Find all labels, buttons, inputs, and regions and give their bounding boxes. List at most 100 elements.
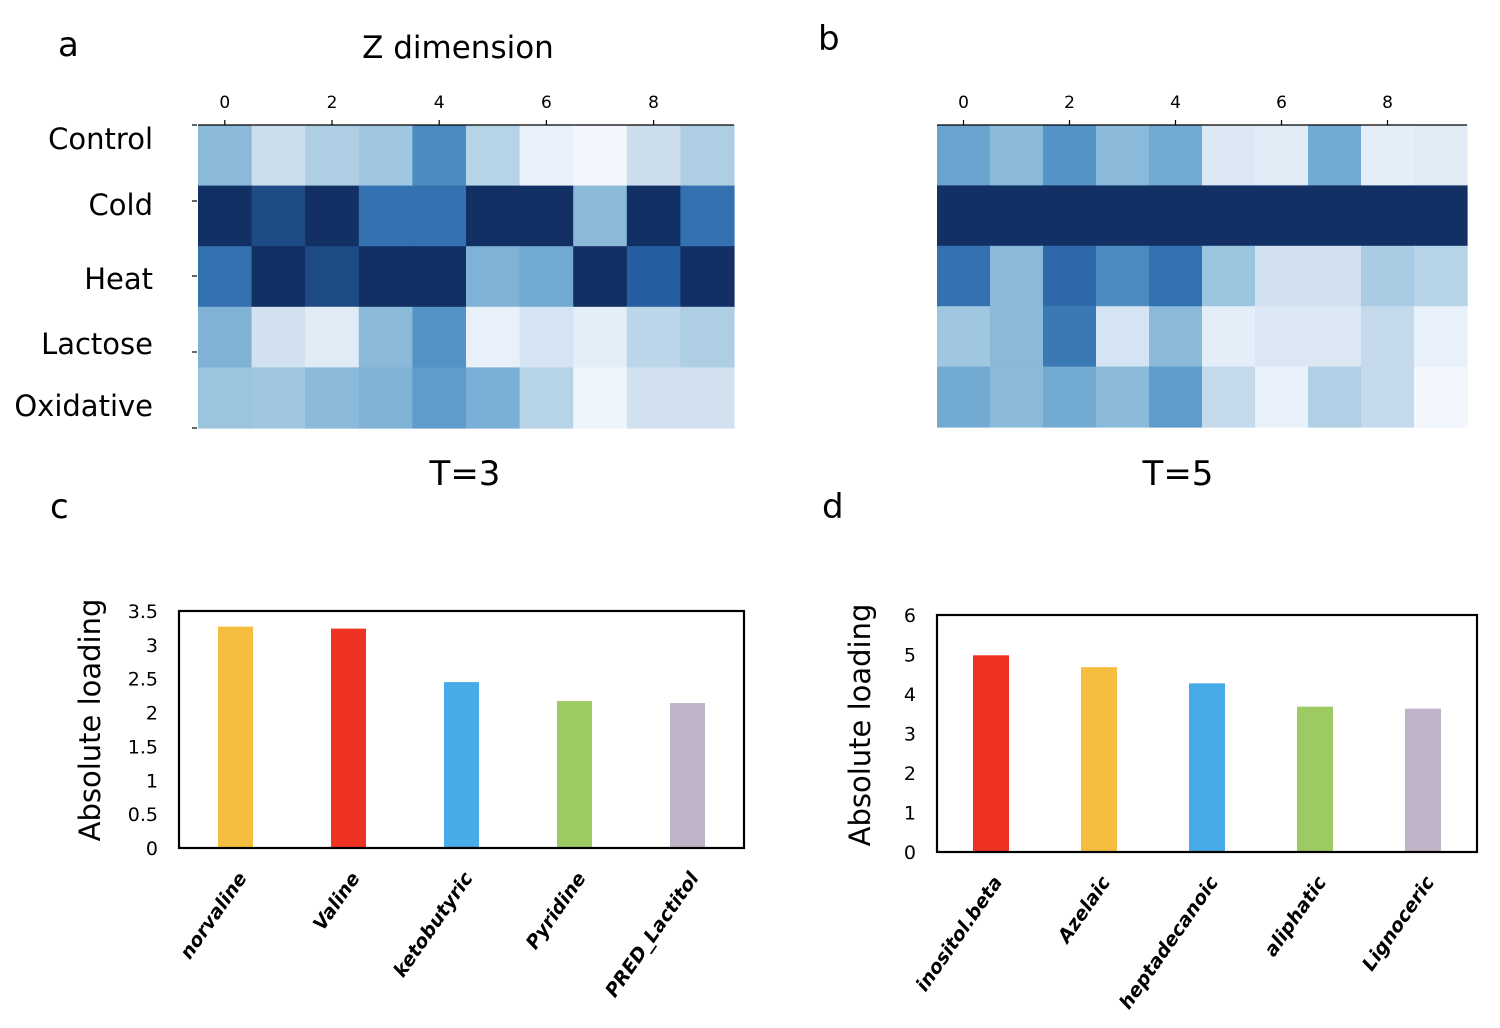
- heatmap-cell: [466, 246, 521, 308]
- heatmap-cell: [251, 367, 306, 429]
- bar: [1297, 706, 1333, 852]
- heatmap-cell: [305, 306, 360, 368]
- y-tick-label: 0.5: [128, 804, 158, 826]
- heatmap-b: 0 2 4 6 8 T=5: [937, 93, 1468, 494]
- heatmap-cell: [1308, 306, 1362, 368]
- row-label: Oxidative: [14, 389, 153, 423]
- bar: [331, 628, 366, 848]
- heatmap-cell: [990, 306, 1044, 368]
- heatmap-b-subtitle: T=5: [1142, 454, 1214, 494]
- heatmap-cell: [466, 185, 521, 247]
- heatmap-a-row-labels: Control Cold Heat Lactose Oxidative: [14, 122, 197, 429]
- bar-chart-c-ylabel: Absolute loading: [73, 599, 107, 842]
- heatmap-cell: [1149, 245, 1203, 307]
- y-tick-label: 2.5: [128, 669, 158, 691]
- y-tick-label: 2: [146, 703, 158, 725]
- heatmap-cell: [1202, 125, 1256, 186]
- heatmap-cell: [1308, 125, 1362, 186]
- category-label: norvaline: [176, 868, 252, 963]
- heatmap-cell: [466, 125, 521, 187]
- y-tick-label: 0: [904, 842, 916, 864]
- y-tick-label: 5: [904, 645, 916, 667]
- heatmap-cell: [358, 246, 413, 308]
- heatmap-cell: [937, 245, 991, 307]
- heatmap-a-cells: [198, 125, 735, 429]
- heatmap-b-x-ticks: 0 2 4 6 8: [937, 93, 1467, 126]
- category-label: PRED_Lactitol: [601, 868, 704, 1002]
- heatmap-cell: [937, 185, 991, 247]
- heatmap-cell: [1414, 306, 1468, 368]
- heatmap-cell: [519, 306, 574, 368]
- heatmap-cell: [1043, 125, 1097, 186]
- heatmap-cell: [1149, 366, 1203, 428]
- heatmap-cell: [519, 367, 574, 429]
- heatmap-cell: [626, 306, 681, 368]
- heatmap-cell: [1255, 245, 1309, 307]
- heatmap-cell: [1361, 245, 1415, 307]
- heatmap-cell: [573, 125, 628, 187]
- heatmap-cell: [251, 185, 306, 247]
- y-tick-label: 1: [146, 770, 158, 792]
- heatmap-cell: [1414, 125, 1468, 186]
- bar-chart-d-y-ticks: 0 1 2 3 4 5 6: [904, 605, 916, 864]
- heatmap-cell: [1361, 185, 1415, 247]
- row-label: Heat: [84, 262, 153, 296]
- heatmap-cell: [1414, 185, 1468, 247]
- heatmap-cell: [358, 306, 413, 368]
- heatmap-cell: [937, 306, 991, 368]
- heatmap-cell: [198, 367, 253, 429]
- heatmap-cell: [1414, 245, 1468, 307]
- heatmap-cell: [198, 185, 253, 247]
- heatmap-a-x-ticks: 0 2 4 6 8: [198, 93, 734, 126]
- category-label: heptadecanoic: [1115, 872, 1223, 1014]
- x-tick-label: 6: [1276, 93, 1287, 113]
- heatmap-b-cells: [937, 125, 1468, 428]
- y-tick-label: 0: [146, 838, 158, 860]
- heatmap-cell: [680, 306, 735, 368]
- heatmap-cell: [626, 125, 681, 187]
- heatmap-cell: [1043, 185, 1097, 247]
- panel-label-b: b: [818, 19, 840, 59]
- row-label: Cold: [89, 188, 153, 222]
- heatmap-cell: [305, 367, 360, 429]
- bar: [1189, 683, 1225, 852]
- heatmap-cell: [1096, 306, 1150, 368]
- bar-chart-d-categories: inositol.beta Azelaic heptadecanoic aliphat…: [912, 872, 1440, 1014]
- heatmap-cell: [412, 306, 467, 368]
- heatmap-cell: [466, 367, 521, 429]
- heatmap-cell: [1361, 125, 1415, 186]
- heatmap-cell: [1255, 366, 1309, 428]
- heatmap-cell: [1096, 245, 1150, 307]
- heatmap-cell: [358, 367, 413, 429]
- heatmap-cell: [1255, 185, 1309, 247]
- x-tick-label: 0: [958, 93, 969, 113]
- heatmap-cell: [251, 306, 306, 368]
- category-label: aliphatic: [1260, 872, 1332, 961]
- heatmap-a-subtitle: T=3: [429, 454, 501, 494]
- category-label: Valine: [309, 868, 365, 934]
- row-label: Lactose: [41, 327, 153, 361]
- heatmap-cell: [573, 367, 628, 429]
- heatmap-cell: [1096, 185, 1150, 247]
- category-label: inositol.beta: [912, 872, 1008, 995]
- heatmap-cell: [1361, 306, 1415, 368]
- bar-chart-c-y-ticks: 0 0.5 1 1.5 2 2.5 3 3.5: [128, 601, 158, 860]
- heatmap-cell: [412, 185, 467, 247]
- x-tick-label: 6: [541, 93, 552, 113]
- heatmap-cell: [626, 367, 681, 429]
- panel-label-d: d: [822, 487, 844, 527]
- heatmap-cell: [251, 125, 306, 187]
- heatmap-cell: [358, 125, 413, 187]
- heatmap-cell: [412, 125, 467, 187]
- y-tick-label: 3: [146, 635, 158, 657]
- bar-chart-c-bars: [218, 626, 705, 848]
- y-tick-label: 1.5: [128, 736, 158, 758]
- category-label: Lignoceric: [1358, 872, 1440, 975]
- heatmap-cell: [1202, 306, 1256, 368]
- y-tick-label: 3: [904, 724, 916, 746]
- x-tick-label: 8: [648, 93, 659, 113]
- heatmap-cell: [305, 125, 360, 187]
- heatmap-cell: [1308, 366, 1362, 428]
- heatmap-cell: [1096, 125, 1150, 186]
- heatmap-cell: [519, 185, 574, 247]
